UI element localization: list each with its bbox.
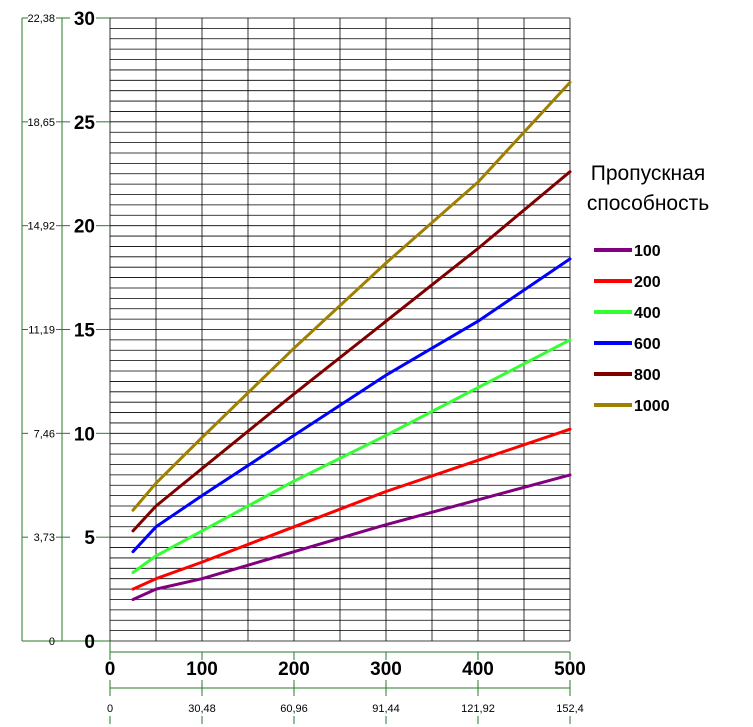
x-tick-label: 0 [105,659,116,680]
y-tick-label: 15 [74,321,96,342]
y-tick-label: 10 [74,424,95,445]
x-tick-label: 100 [186,659,218,680]
secondary-x-tick-label: 60,96 [280,703,308,715]
series-line-600 [131,257,572,554]
legend-label: 600 [634,336,661,353]
secondary-x-axis-ticks: 0 30,48 60,96 91,44 121,92 152,4 [107,688,584,724]
secondary-x-tick-label: 152,4 [556,703,584,715]
secondary-y-tick-label: 22,38 [27,13,55,25]
legend-label: 1000 [634,398,670,415]
secondary-y-tick-label: 3,73 [34,532,55,544]
legend-label: 800 [634,367,661,384]
secondary-y-tick-label: 14,92 [27,221,55,233]
y-axis-ticks: 0 5 10 15 20 25 30 [62,9,110,653]
x-tick-label: 200 [278,659,310,680]
x-tick-label: 400 [462,659,494,680]
secondary-y-tick-label: 18,65 [27,117,55,129]
x-tick-label: 300 [370,659,402,680]
legend-title: способность [587,192,709,215]
secondary-y-tick-label: 11,19 [28,325,55,337]
legend-label: 200 [634,274,661,291]
x-axis-ticks: 0 100 200 300 400 500 [105,652,586,688]
series-line-1000 [131,80,572,512]
series-line-800 [131,170,572,533]
secondary-y-axis-ticks: 0 3,73 7,46 11,19 14,92 18,65 22,38 [22,13,62,648]
legend-title: Пропускная [591,162,705,185]
secondary-x-tick-label: 121,92 [461,703,495,715]
y-tick-label: 20 [74,217,95,238]
legend-label: 400 [634,305,661,322]
series-line-200 [131,427,572,591]
secondary-x-tick-label: 91,44 [372,703,400,715]
series-line-400 [131,338,572,574]
x-tick-label: 500 [554,659,586,680]
secondary-y-tick-label: 7,46 [34,428,55,440]
legend: Пропускная способность 100 200 400 600 800 1000 [587,162,709,415]
axes [21,18,570,689]
y-tick-label: 25 [74,113,96,134]
secondary-x-tick-label: 30,48 [188,703,216,715]
series-line-100 [131,473,572,601]
secondary-y-tick-label: 0 [49,636,55,648]
y-tick-label: 5 [84,528,95,549]
secondary-x-tick-label: 0 [107,703,113,715]
y-tick-label: 0 [84,632,95,653]
grid [109,17,571,642]
y-tick-label: 30 [74,9,95,30]
series-lines [131,80,572,601]
legend-label: 100 [634,243,661,260]
